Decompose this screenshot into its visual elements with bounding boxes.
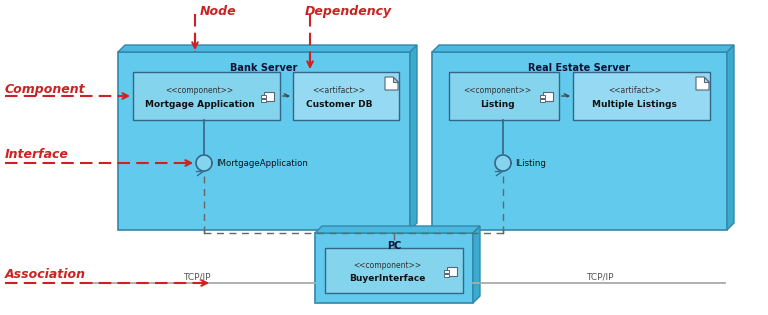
FancyBboxPatch shape — [573, 72, 710, 120]
Polygon shape — [196, 155, 212, 171]
Text: PC: PC — [387, 241, 401, 251]
FancyBboxPatch shape — [432, 52, 727, 230]
Text: IMortgageApplication: IMortgageApplication — [216, 158, 308, 168]
FancyBboxPatch shape — [325, 248, 463, 293]
Text: Component: Component — [5, 83, 85, 96]
Text: Listing: Listing — [480, 100, 515, 109]
FancyBboxPatch shape — [264, 92, 274, 101]
Text: Dependency: Dependency — [305, 5, 392, 18]
Polygon shape — [473, 226, 480, 303]
Text: Bank Server: Bank Server — [230, 63, 298, 73]
Text: BuyerInterface: BuyerInterface — [349, 274, 425, 283]
Text: Association: Association — [5, 267, 86, 280]
Text: Node: Node — [200, 5, 237, 18]
FancyBboxPatch shape — [315, 233, 473, 303]
FancyBboxPatch shape — [261, 95, 266, 98]
Polygon shape — [696, 77, 709, 90]
Polygon shape — [704, 77, 709, 82]
FancyBboxPatch shape — [118, 52, 410, 230]
Polygon shape — [393, 77, 398, 82]
Text: Real Estate Server: Real Estate Server — [528, 63, 631, 73]
FancyBboxPatch shape — [543, 92, 553, 101]
Text: IListing: IListing — [515, 158, 546, 168]
Text: TCP/IP: TCP/IP — [184, 272, 210, 282]
FancyBboxPatch shape — [447, 266, 457, 276]
Text: <<artifact>>: <<artifact>> — [608, 86, 661, 95]
FancyBboxPatch shape — [293, 72, 399, 120]
FancyBboxPatch shape — [540, 99, 545, 102]
Text: <<component>>: <<component>> — [463, 86, 531, 95]
Text: Interface: Interface — [5, 148, 69, 162]
Text: Mortgage Application: Mortgage Application — [144, 100, 254, 109]
FancyBboxPatch shape — [444, 273, 449, 277]
FancyBboxPatch shape — [540, 95, 545, 98]
Polygon shape — [410, 45, 417, 230]
Text: <<component>>: <<component>> — [165, 86, 233, 95]
Text: TCP/IP: TCP/IP — [586, 272, 614, 282]
Polygon shape — [385, 77, 398, 90]
Polygon shape — [495, 155, 511, 171]
FancyBboxPatch shape — [449, 72, 559, 120]
Text: Customer DB: Customer DB — [306, 100, 372, 109]
FancyBboxPatch shape — [261, 99, 266, 102]
Polygon shape — [118, 45, 417, 52]
Polygon shape — [315, 226, 480, 233]
FancyBboxPatch shape — [133, 72, 280, 120]
Text: <<component>>: <<component>> — [353, 261, 421, 270]
Polygon shape — [727, 45, 734, 230]
Polygon shape — [432, 45, 734, 52]
Text: <<artifact>>: <<artifact>> — [313, 86, 366, 95]
FancyBboxPatch shape — [444, 270, 449, 272]
Text: Multiple Listings: Multiple Listings — [592, 100, 677, 109]
